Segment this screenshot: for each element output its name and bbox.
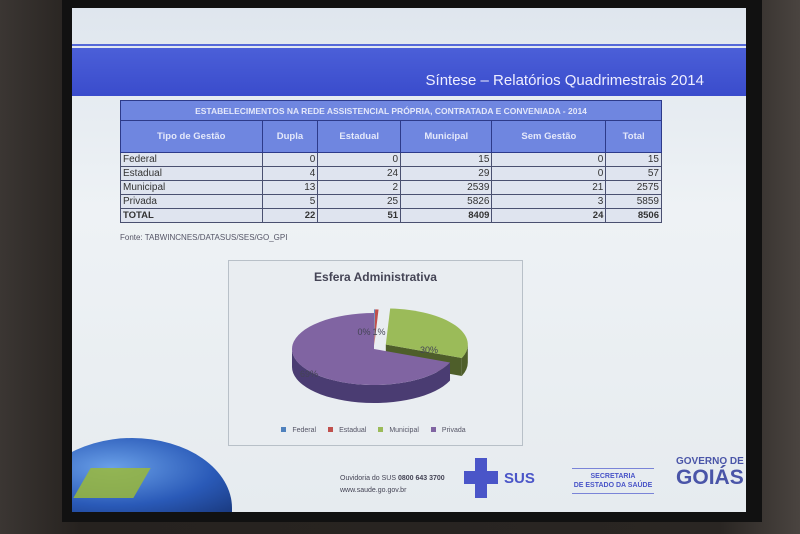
governo-line2: GOIÁS [676, 466, 744, 489]
table-cell: TOTAL [120, 208, 263, 223]
website: www.saude.go.gov.br [340, 487, 407, 494]
sus-logo: SUS [504, 470, 535, 487]
table-cell: 29 [400, 166, 493, 181]
table-row: Federal 0 0 15 0 15 [120, 152, 662, 167]
column-header: Dupla [261, 120, 319, 153]
table-cell: 5826 [400, 194, 493, 209]
legend-label: Privada [441, 427, 466, 434]
data-label: 0% [357, 327, 370, 337]
table-cell: 57 [605, 166, 662, 181]
table-cell: Privada [120, 194, 263, 209]
governo-line1: GOVERNO DE [676, 456, 744, 467]
table-cell: 2575 [605, 180, 662, 195]
pie-slice-side [461, 344, 468, 376]
legend-swatch [328, 427, 334, 432]
legend-item: Federal [281, 427, 320, 434]
ouvidoria-info: Ouvidoria do SUS 0800 643 3700 www.saude… [340, 473, 445, 497]
secretaria-line1: SECRETARIA [590, 473, 636, 480]
table-cell: 24 [317, 166, 402, 181]
table-cell: 24 [491, 208, 607, 223]
governo-goias-logo: GOVERNO DE GOIÁS [676, 456, 744, 489]
table-cell: 8409 [400, 208, 493, 223]
legend-item: Municipal [378, 427, 423, 434]
table-cell: 3 [491, 194, 607, 209]
divider [72, 44, 746, 46]
table-cell: 5859 [605, 194, 662, 209]
legend-swatch [430, 427, 436, 432]
pie-chart: 0% 1% 30% 69% Esfera Administrativa Federal… [228, 260, 523, 446]
column-header: Estadual [317, 120, 402, 153]
column-header: Sem Gestão [491, 120, 607, 153]
source-note: Fonte: TABWINCNES/DATASUS/SES/GO_GPI [120, 233, 288, 242]
secretaria-line2: DE ESTADO DA SAÚDE [573, 482, 653, 489]
legend-swatch [281, 427, 287, 432]
pie-slice-privada [291, 313, 451, 385]
table-cell: 2539 [400, 180, 493, 195]
legend-label: Municipal [389, 427, 419, 434]
slide: Síntese – Relatórios Quadrimestrais 2014… [72, 8, 746, 512]
table-cell: 0 [491, 166, 607, 181]
table-cell: 15 [400, 152, 493, 167]
table-row: Privada 5 25 5826 3 5859 [120, 194, 662, 209]
pie-slice-side [292, 349, 451, 403]
column-header: Municipal [400, 120, 493, 153]
slide-title: Síntese – Relatórios Quadrimestrais 2014 [425, 72, 704, 89]
data-label: 69% [300, 369, 318, 379]
table-cell: 13 [261, 180, 319, 195]
table-cell: Federal [120, 152, 263, 167]
table-cell: 0 [261, 152, 319, 167]
pie-slice-estadual [374, 309, 379, 346]
table-cell: 0 [491, 152, 607, 167]
chart-title: Esfera Administrativa [314, 270, 437, 284]
table-row: Municipal 13 2 2539 21 2575 [120, 180, 662, 195]
table-cell: 4 [261, 166, 319, 181]
table-cell: 8506 [605, 208, 662, 223]
legend-swatch [378, 427, 384, 432]
pie-svg: 0% 1% 30% 69% [291, 308, 468, 403]
table-cell: 0 [317, 152, 402, 167]
table-cell: 22 [261, 208, 319, 223]
table-row: Estadual 4 24 29 0 57 [120, 166, 662, 181]
table-cell: 2 [317, 180, 402, 195]
table-cell: Estadual [120, 166, 263, 181]
title-band [72, 48, 746, 96]
chart-legend: Federal Estadual Municipal Privada [229, 427, 522, 434]
sus-cross-icon [464, 458, 498, 498]
pie-slice-federal [374, 309, 375, 346]
ouvidoria-label: Ouvidoria do SUS [340, 475, 397, 482]
legend-label: Federal [292, 427, 317, 434]
data-table: ESTABELECIMENTOS NA REDE ASSISTENCIAL PR… [120, 100, 662, 223]
table-caption: ESTABELECIMENTOS NA REDE ASSISTENCIAL PR… [120, 100, 662, 121]
legend-item: Estadual [328, 427, 370, 434]
pie-slice-municipal [385, 308, 468, 358]
table-row: TOTAL 22 51 8409 24 8506 [120, 208, 662, 223]
data-label: 1% [372, 327, 385, 337]
ouvidoria-phone: 0800 643 3700 [397, 475, 445, 482]
data-label: 30% [420, 345, 438, 355]
table-cell: 21 [491, 180, 607, 195]
table-cell: Municipal [120, 180, 263, 195]
table-cell: 51 [317, 208, 402, 223]
column-header: Tipo de Gestão [120, 120, 263, 153]
table-cell: 25 [317, 194, 402, 209]
secretaria-logo: SECRETARIA DE ESTADO DA SAÚDE [572, 468, 654, 494]
table-cell: 15 [605, 152, 662, 167]
column-header: Total [605, 120, 662, 153]
table-cell: 5 [261, 194, 319, 209]
legend-item: Privada [430, 427, 470, 434]
legend-label: Estadual [339, 427, 367, 434]
